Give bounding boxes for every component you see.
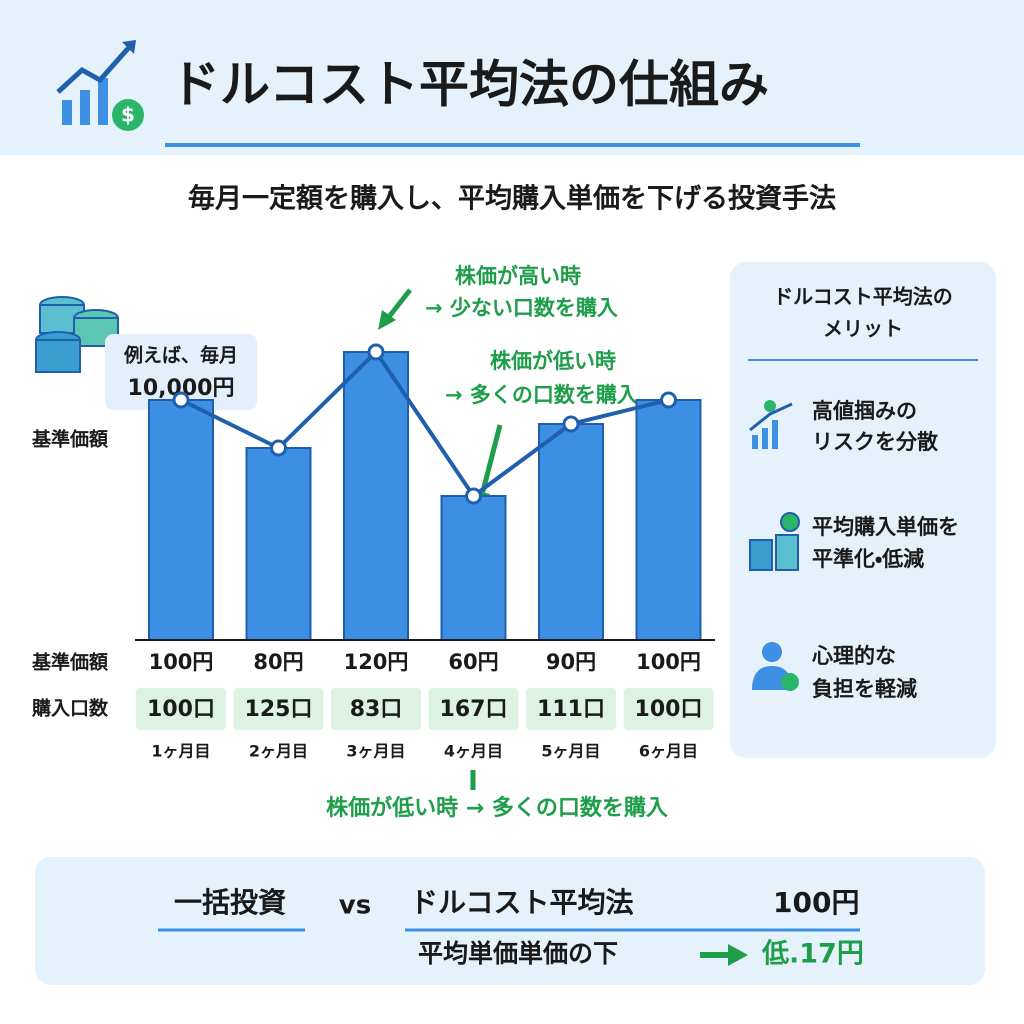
unit-cell [526, 688, 616, 730]
unit-label: 83口 [350, 697, 403, 722]
comparison-lump: 一括投資 [174, 886, 286, 919]
comparison-avg-label: 平均単価単価の下 [418, 939, 618, 968]
coins-icon [35, 296, 119, 373]
arrow [700, 944, 748, 966]
price-label: 100円 [149, 650, 214, 674]
point [562, 415, 580, 433]
unit-label: 125口 [245, 697, 313, 722]
comparison-dca: ドルコスト平均法 [410, 886, 633, 919]
x-tick-label: 5ヶ月目 [541, 742, 600, 761]
merit-text: 平準化・低減 [812, 547, 924, 571]
price-label: 90円 [546, 650, 596, 674]
point [660, 391, 677, 409]
price-label: 120円 [344, 650, 409, 674]
x-tick-label: 3ヶ月目 [346, 742, 405, 761]
merits-panel [730, 262, 996, 758]
comparison-price: 100円 [773, 886, 859, 919]
point [270, 439, 287, 457]
merit-text: 平均購入単価を [812, 515, 959, 539]
bar [538, 423, 604, 641]
unit-cell [623, 688, 714, 730]
header-band [0, 0, 1024, 155]
comparison-box [35, 857, 985, 985]
price-label: 80円 [253, 650, 303, 674]
row-label: 購入口数 [32, 697, 109, 720]
bar [440, 495, 507, 641]
annotation: → 少ない口数を購入 [425, 296, 618, 320]
bar [635, 399, 702, 641]
comparison-result: 低.17円 [761, 939, 864, 970]
unit-label: 167口 [440, 697, 508, 722]
unit-label: 100口 [147, 697, 215, 722]
x-tick-label: 4ヶ月目 [444, 742, 503, 761]
bar [148, 399, 214, 641]
merits-title: ドルコスト平均法の [773, 285, 953, 309]
bar [343, 351, 409, 641]
price-label: 60円 [448, 650, 498, 674]
callout-line: 例えば、毎月 [123, 344, 238, 367]
annotation: 株価が高い時 [455, 264, 581, 288]
header-icon: $ [56, 40, 144, 131]
merit-icon [752, 642, 799, 691]
merit-text: 負担を軽減 [812, 677, 917, 701]
title: ドルコスト平均法の仕組み [170, 56, 769, 114]
price-label: 100円 [636, 650, 701, 674]
comparison-vs: vs [339, 891, 371, 921]
subtitle: 毎月一定額を購入し、平均購入単価を下げる投資手法 [188, 183, 836, 215]
merit-text: 心理的な [811, 644, 896, 668]
svg-text:$: $ [121, 103, 135, 127]
merit-text: 高値掴みの [812, 399, 917, 423]
unit-cell [233, 688, 324, 730]
point [172, 391, 190, 409]
merit-text: リスクを分散 [812, 430, 938, 454]
unit-cell [428, 688, 519, 730]
unit-label: 100口 [635, 697, 703, 722]
unit-label: 111口 [537, 697, 605, 722]
chart: 100円 100口 1ヶ月目 80円 125口 2ヶ月目 120円 83口 3ヶ月目 60円 167… [135, 343, 715, 761]
point [367, 343, 385, 361]
unit-cell [136, 688, 226, 730]
x-tick-label: 2ヶ月目 [249, 742, 308, 761]
merits-title: メリット [823, 317, 903, 341]
annotation: → 多くの口数を購入 [445, 383, 638, 407]
merit-icon [749, 400, 793, 449]
x-tick-label: 6ヶ月目 [639, 742, 698, 761]
annotation: 株価が低い時 [490, 349, 616, 373]
trend-line [180, 348, 669, 499]
point [465, 487, 482, 505]
merit-icon [749, 512, 800, 571]
row-label: 基準価額 [31, 651, 109, 674]
annotation: 株価が低い時 → 多くの口数を購入 [326, 795, 668, 821]
bar [245, 447, 312, 641]
y-axis-label: 基準価額 [31, 428, 109, 451]
x-tick-label: 1ヶ月目 [151, 742, 210, 761]
unit-cell [331, 688, 421, 730]
